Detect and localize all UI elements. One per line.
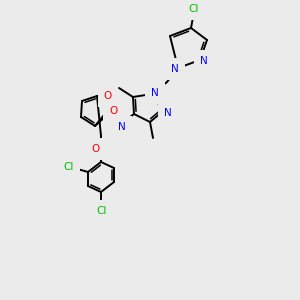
- Text: H: H: [112, 121, 120, 131]
- Text: N: N: [200, 56, 208, 66]
- Text: N: N: [171, 64, 179, 74]
- Text: N: N: [118, 122, 126, 132]
- Text: Cl: Cl: [64, 162, 74, 172]
- Text: O: O: [104, 91, 112, 101]
- Text: N: N: [164, 108, 172, 118]
- Text: O: O: [92, 144, 100, 154]
- Text: O: O: [109, 106, 117, 116]
- Text: N: N: [151, 88, 159, 98]
- Text: Cl: Cl: [97, 206, 107, 216]
- Text: Cl: Cl: [189, 4, 199, 14]
